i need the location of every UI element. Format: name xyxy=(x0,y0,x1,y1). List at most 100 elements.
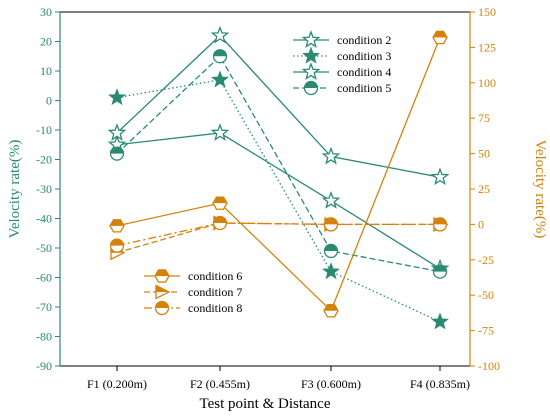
data-point-marker xyxy=(432,30,448,45)
data-point-marker xyxy=(323,217,339,232)
series-condition-3 xyxy=(108,70,449,330)
left-y-tick-label: -90 xyxy=(36,359,52,373)
circle-half-fill xyxy=(155,301,169,308)
legend-label: condition 4 xyxy=(337,65,391,79)
data-point-marker xyxy=(431,312,449,330)
data-point-marker xyxy=(154,300,170,316)
circle-half-fill xyxy=(110,147,124,154)
data-point-marker xyxy=(212,49,228,64)
star-open-marker xyxy=(210,25,230,44)
left-y-tick-label: -30 xyxy=(36,182,52,196)
legend-label: condition 3 xyxy=(337,49,391,63)
hexagon-half-fill xyxy=(433,31,447,38)
data-point-marker xyxy=(322,262,340,280)
data-point-marker xyxy=(323,243,339,259)
series-condition-4 xyxy=(107,123,450,277)
data-point-marker xyxy=(301,62,321,80)
right-y-tick-label: -100 xyxy=(478,359,500,373)
x-tick-label: F2 (0.455m) xyxy=(190,377,250,391)
hexagon-half-fill xyxy=(324,304,338,311)
star-open-marker xyxy=(430,167,450,186)
data-point-marker xyxy=(109,146,125,161)
data-point-marker xyxy=(430,167,450,186)
hexagon-half-fill xyxy=(213,197,227,204)
series-condition-7 xyxy=(110,215,449,261)
data-point-marker xyxy=(301,30,321,48)
left-y-tick-label: 10 xyxy=(40,64,52,78)
hexagon-half-fill xyxy=(155,269,169,276)
right-y-tick-label: -50 xyxy=(478,288,494,302)
star-open-marker xyxy=(210,123,230,141)
star-open-marker xyxy=(301,62,321,80)
legend-bottom-left: condition 6 condition 7 condition 8 xyxy=(144,269,242,316)
data-point-marker xyxy=(321,190,341,209)
circle-half-fill xyxy=(324,244,338,251)
series-line xyxy=(116,37,441,312)
series-line xyxy=(116,222,440,247)
data-point-marker xyxy=(154,269,170,283)
data-point-marker xyxy=(155,284,171,300)
series-line xyxy=(116,132,441,270)
left-y-tick-label: -70 xyxy=(36,300,52,314)
circle-half-fill xyxy=(304,81,318,88)
right-y-tick-label: 125 xyxy=(478,40,496,54)
hexagon-half-fill xyxy=(110,219,124,226)
star-filled-marker xyxy=(322,262,340,280)
legend-label: condition 6 xyxy=(188,269,242,283)
left-y-tick-label: -10 xyxy=(36,123,52,137)
right-y-tick-label: 100 xyxy=(478,76,496,90)
left-y-tick-label: -60 xyxy=(36,271,52,285)
data-point-marker xyxy=(210,25,230,44)
right-y-axis-title: Velocity rate(%) xyxy=(532,140,548,239)
series-line xyxy=(116,55,441,273)
x-tick-label: F3 (0.600m) xyxy=(301,377,361,391)
right-y-tick-label: 0 xyxy=(478,217,484,231)
legend-label: condition 2 xyxy=(337,33,391,47)
circle-half-fill xyxy=(324,217,338,225)
right-y-tick-label: 75 xyxy=(478,111,490,125)
left-y-tick-label: 30 xyxy=(40,5,52,19)
legend-label: condition 5 xyxy=(337,81,391,95)
right-y-tick-label: 50 xyxy=(478,147,490,161)
data-point-marker xyxy=(432,217,448,232)
data-point-marker xyxy=(321,146,341,165)
circle-half-fill xyxy=(433,217,447,225)
data-point-marker xyxy=(108,88,126,106)
data-point-marker xyxy=(109,238,125,253)
star-open-marker xyxy=(301,30,321,48)
star-open-marker xyxy=(321,190,341,209)
right-y-tick-label: 25 xyxy=(478,182,490,196)
legend-top-right: condition 2 condition 3 condition 4 conditi… xyxy=(293,30,391,96)
x-tick-label: F1 (0.200m) xyxy=(87,377,147,391)
series-condition-6 xyxy=(109,30,448,318)
star-filled-marker xyxy=(108,88,126,106)
legend-label: condition 7 xyxy=(188,285,242,299)
series-condition-2 xyxy=(107,25,450,186)
data-point-marker xyxy=(210,123,230,141)
data-point-marker xyxy=(432,264,448,279)
circle-half-fill xyxy=(213,216,227,223)
right-y-tick-label: 150 xyxy=(478,5,496,19)
series-line xyxy=(116,34,441,178)
star-open-marker xyxy=(321,146,341,165)
star-filled-marker xyxy=(431,312,449,330)
series-condition-5 xyxy=(109,49,448,279)
left-y-tick-label: -80 xyxy=(36,330,52,344)
circle-half-fill xyxy=(110,239,124,246)
left-y-tick-label: -50 xyxy=(36,241,52,255)
data-point-marker xyxy=(212,196,228,210)
data-point-marker xyxy=(302,46,320,64)
legend-label: condition 8 xyxy=(188,301,242,315)
circle-half-fill xyxy=(213,49,227,57)
left-y-tick-label: 20 xyxy=(40,35,52,49)
data-point-marker xyxy=(303,80,319,96)
data-point-marker xyxy=(109,219,125,233)
star-filled-marker xyxy=(211,70,229,88)
data-point-marker xyxy=(323,304,339,318)
x-tick-label: F4 (0.835m) xyxy=(410,377,470,391)
left-y-axis-title: Velocity rate(%) xyxy=(7,140,23,239)
series-line xyxy=(116,79,441,323)
data-point-marker xyxy=(211,70,229,88)
star-filled-marker xyxy=(302,46,320,64)
